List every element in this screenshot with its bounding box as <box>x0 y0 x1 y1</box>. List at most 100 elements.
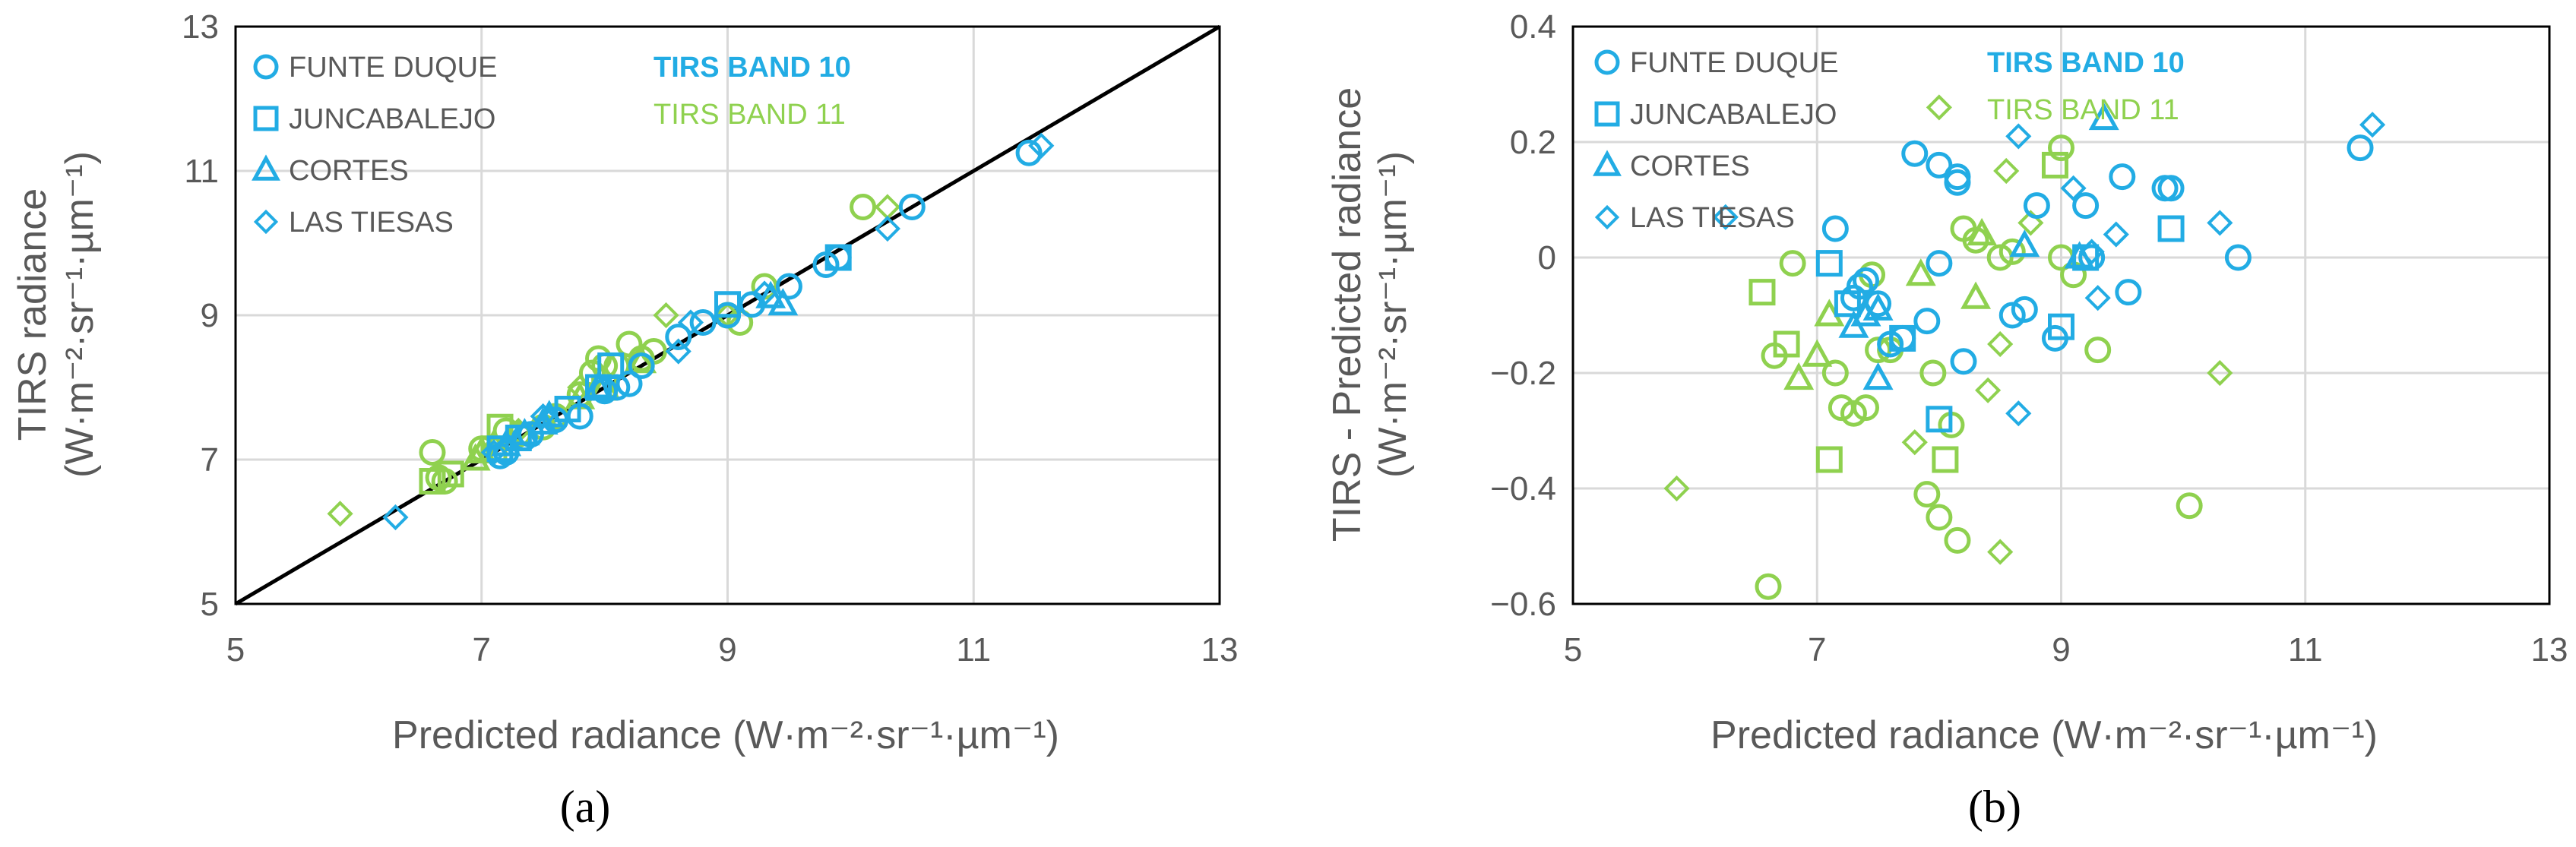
panel-b-y-axis-label-line1: TIRS - Predicted radiance <box>1325 87 1369 542</box>
panel-b-data-point <box>2088 102 2119 131</box>
panel-a-y-tick-label: 9 <box>201 297 219 334</box>
panel-b-data-point <box>2103 221 2129 248</box>
panel-a-y-axis-label-line1: TIRS radiance <box>11 188 55 441</box>
panel-a-x-tick-label: 5 <box>226 631 245 668</box>
panel-a-data-point <box>898 194 926 220</box>
panel-a-data-point <box>480 439 508 466</box>
panel-b: 5 7 9 11 13 −0.6 −0.4 −0.2 0 0.2 0.4 FUNTE DUQUE JU… <box>1325 8 2568 832</box>
panel-b-data-point <box>1802 339 1833 367</box>
panel-a-data-point <box>583 371 614 399</box>
panel-b-data-point <box>2005 123 2032 150</box>
panel-b-data-point <box>1712 204 1739 230</box>
panel-b-data-point <box>1986 244 2014 271</box>
panel-b-y-tick-label: −0.4 <box>1490 470 1556 507</box>
panel-b-data-point <box>1862 292 1894 321</box>
panel-a-legend-marker <box>253 106 279 131</box>
panel-b-data-point <box>2207 210 2233 236</box>
panel-b-label: (b) <box>1968 782 2021 832</box>
panel-b-data-point <box>1862 362 1894 390</box>
panel-a-y-axis-label-line2: (W·m⁻²·sr⁻¹·µm⁻¹) <box>58 151 102 478</box>
panel-b-data-point <box>1944 526 1971 554</box>
panel-b-data-point <box>1783 362 1815 390</box>
panel-a-legend-label: LAS TIESAS <box>289 207 454 239</box>
panel-a-data-point <box>419 439 446 466</box>
panel-a: 5 7 9 11 13 5 7 9 11 13 FUNTE DUQUE JUNCABALEJO COR… <box>11 8 1238 832</box>
panel-b-legend-marker <box>1593 150 1622 176</box>
panel-b-data-point <box>2224 244 2252 271</box>
panel-b-legend: FUNTE DUQUE JUNCABALEJO CORTES LAS TIESAS TI… <box>1593 47 2185 234</box>
panel-b-data-point <box>1944 169 1971 196</box>
panel-a-data-point <box>653 302 679 329</box>
panel-b-data-point <box>1950 348 1977 375</box>
panel-a-data-point <box>775 273 802 300</box>
panel-b-data-point <box>2207 359 2233 387</box>
panel-b-plot-frame <box>1571 25 2551 605</box>
panel-b-legend-label: FUNTE DUQUE <box>1630 47 1838 79</box>
panel-b-data-point <box>2005 400 2032 427</box>
panel-b-data-point <box>2048 134 2074 162</box>
panel-a-data-point <box>626 346 657 374</box>
panel-a-data-point <box>665 338 691 365</box>
panel-b-data-point <box>1975 377 2002 403</box>
panel-b-data-point <box>2009 229 2040 258</box>
panel-b-data-point <box>1663 475 1690 502</box>
panel-a-data-point <box>751 280 778 307</box>
panel-b-data-point <box>1853 394 1879 422</box>
panel-a-data-point <box>677 309 704 336</box>
panel-a-legend: FUNTE DUQUE JUNCABALEJO CORTES LAS TIESAS TI… <box>252 52 851 239</box>
panel-b-data-point <box>1905 258 1936 286</box>
panel-a-legend-marker <box>252 154 280 181</box>
panel-a-data-point <box>616 330 643 358</box>
panel-b-data-point <box>2078 239 2105 265</box>
panel-b-tick-labels: 5 7 9 11 13 −0.6 −0.4 −0.2 0 0.2 0.4 <box>1490 8 2568 668</box>
panel-a-legend-band11: TIRS BAND 11 <box>653 99 846 131</box>
panel-b-legend-label: JUNCABALEJO <box>1630 99 1837 131</box>
panel-b-x-tick-label: 9 <box>2052 631 2070 668</box>
panel-a-data-point <box>824 244 852 271</box>
panel-a-data-point <box>714 291 741 318</box>
panel-a-data-point <box>755 280 786 308</box>
panel-a-y-tick-label: 7 <box>201 441 219 479</box>
panel-a-data-point <box>874 215 901 242</box>
panel-a-data-point <box>850 194 877 220</box>
panel-b-data-point <box>1901 429 1928 456</box>
panel-b-x-tick-label: 7 <box>1808 631 1826 668</box>
panel-b-data-point <box>2347 134 2374 162</box>
panel-a-legend-marker <box>253 54 279 80</box>
panel-a-tick-labels: 5 7 9 11 13 5 7 9 11 13 <box>182 8 1238 668</box>
panel-b-data-point <box>1962 226 1989 254</box>
panel-b-legend-label: CORTES <box>1630 150 1750 182</box>
panel-a-data-point <box>665 324 692 350</box>
panel-a-data-point <box>1028 132 1055 159</box>
panel-a-x-tick-label: 11 <box>956 631 991 668</box>
panel-b-legend-label: LAS TIESAS <box>1630 202 1795 234</box>
panel-b-data-point <box>1834 290 1861 318</box>
panel-a-legend-label: JUNCABALEJO <box>289 103 495 135</box>
panel-a-data-point <box>591 378 619 405</box>
panel-b-data-point <box>2072 192 2100 220</box>
panel-b-data-point <box>1755 573 1782 600</box>
panel-b-legend-marker <box>1594 204 1620 230</box>
panel-b-data-point <box>1913 308 1941 335</box>
panel-b-data-point <box>1901 140 1929 167</box>
panel-a-x-tick-label: 7 <box>473 631 491 668</box>
panel-a-legend-marker <box>253 209 279 235</box>
panel-b-data-point <box>2157 175 2185 202</box>
panel-b-data-point <box>1779 250 1806 277</box>
panel-a-y-tick-label: 13 <box>182 8 219 46</box>
panel-a-data-point <box>1015 139 1043 166</box>
panel-b-data-point <box>2115 279 2142 306</box>
panel-b-data-point <box>2011 296 2038 323</box>
panel-a-data-points <box>327 132 1055 531</box>
panel-b-y-tick-label: −0.2 <box>1490 355 1556 392</box>
panel-a-data-point <box>382 504 409 531</box>
panel-b-y-tick-label: 0.4 <box>1510 8 1556 46</box>
panel-a-legend-band10: TIRS BAND 10 <box>653 52 851 84</box>
panel-a-x-tick-label: 9 <box>718 631 736 668</box>
panel-b-data-point <box>2023 192 2050 220</box>
panel-b-legend-band10: TIRS BAND 10 <box>1987 47 2185 79</box>
panel-b-data-point <box>1993 157 2020 185</box>
panel-a-legend-label: CORTES <box>289 155 409 187</box>
panel-a-data-point <box>689 309 717 336</box>
